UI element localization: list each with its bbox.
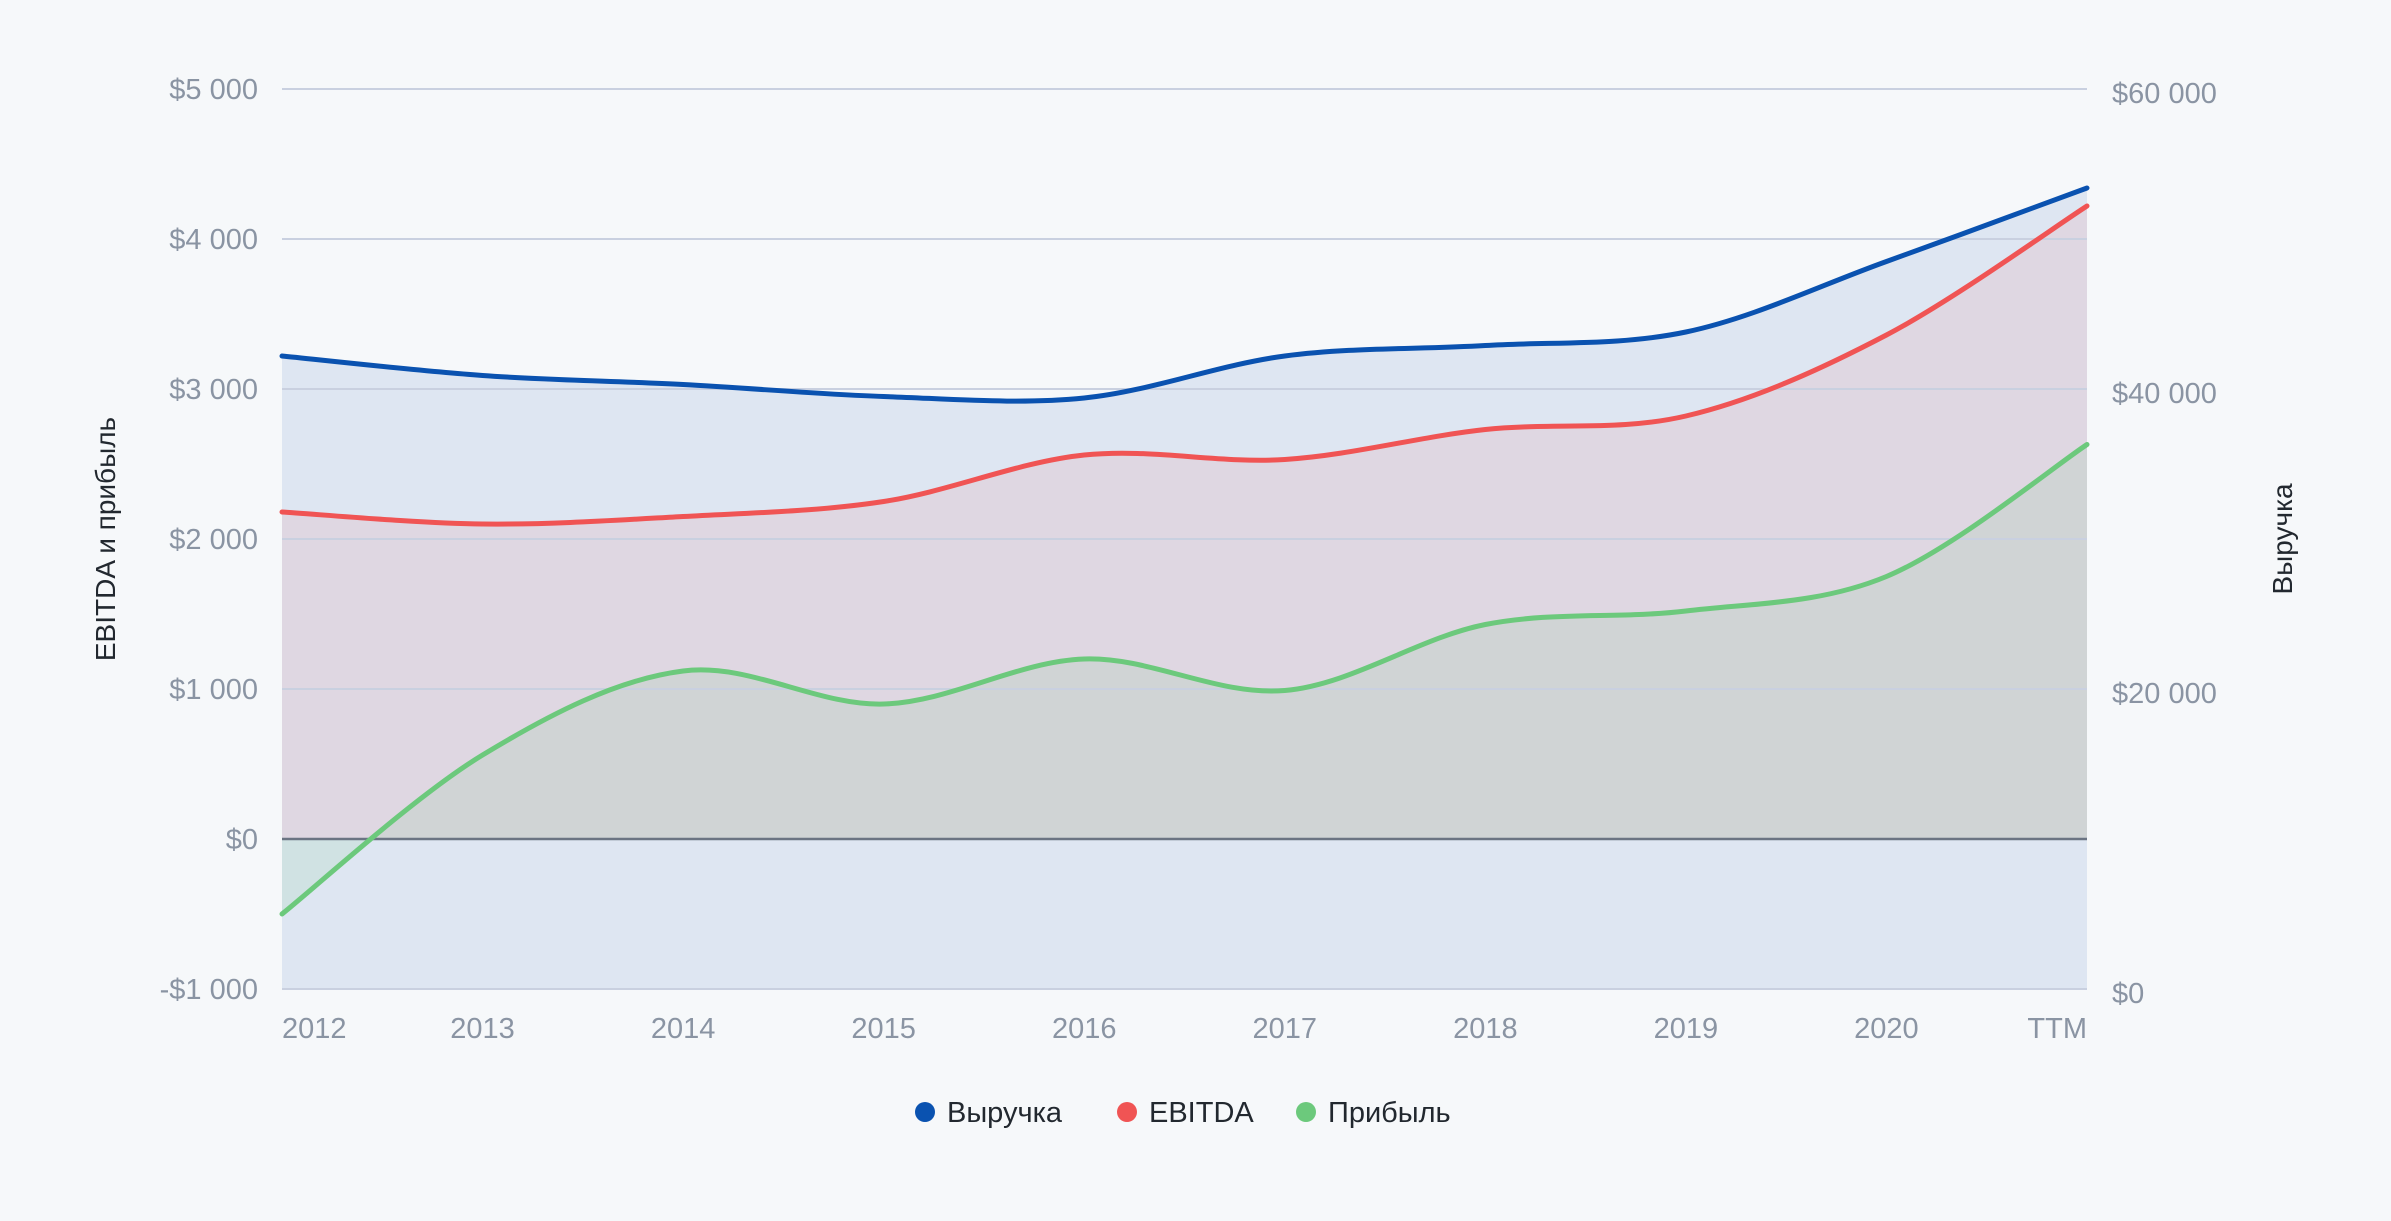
left-tick-label: $5 000: [169, 74, 258, 106]
left-axis-title: EBITDA и прибыль: [90, 417, 121, 661]
left-tick-label: $1 000: [169, 674, 258, 706]
x-tick-label: 2012: [282, 1013, 347, 1045]
left-tick-label: -$1 000: [160, 974, 258, 1006]
left-tick-label: $0: [226, 824, 258, 856]
x-tick-label: 2016: [1052, 1013, 1117, 1045]
legend-label: Прибыль: [1328, 1097, 1451, 1129]
right-tick-label: $40 000: [2112, 378, 2217, 410]
x-tick-label: 2020: [1854, 1013, 1919, 1045]
series-line-EBITDA: [279, 203, 2090, 527]
x-tick-label: 2014: [651, 1013, 716, 1045]
series-line-Прибыль: [279, 442, 2090, 917]
left-tick-label: $4 000: [169, 224, 258, 256]
legend-marker: [915, 1102, 935, 1122]
area-fill-Прибыль: [282, 444, 2087, 914]
x-tick-label: 2013: [450, 1013, 515, 1045]
x-tick-label: 2019: [1654, 1013, 1719, 1045]
right-axis-title: Выручка: [2267, 483, 2298, 595]
left-axis-ticks: -$1 000 $0 $1 000 $2 000 $3 000 $4 000 $5 000: [160, 74, 258, 1006]
x-tick-label: 2017: [1253, 1013, 1318, 1045]
series-lines: [279, 185, 2090, 917]
area-fill-EBITDA: [282, 206, 2087, 839]
x-tick-label: 2015: [851, 1013, 916, 1045]
left-tick-label: $2 000: [169, 524, 258, 556]
left-tick-label: $3 000: [169, 374, 258, 406]
right-tick-label: $0: [2112, 978, 2144, 1010]
legend-marker: [1296, 1102, 1316, 1122]
right-axis-ticks: $0 $20 000 $40 000 $60 000: [2112, 78, 2217, 1010]
x-tick-label: 2018: [1453, 1013, 1518, 1045]
legend-label: Выручка: [947, 1097, 1063, 1129]
legend-label: EBITDA: [1149, 1097, 1254, 1129]
x-tick-label: TTM: [2027, 1013, 2087, 1045]
gridlines: [282, 88, 2087, 990]
legend-marker: [1117, 1102, 1137, 1122]
legend: Выручка EBITDA Прибыль: [915, 1097, 1451, 1129]
right-tick-label: $20 000: [2112, 678, 2217, 710]
right-tick-label: $60 000: [2112, 78, 2217, 110]
x-axis-ticks: 2012 2013 2014 2015 2016 2017 2018 2019 2020 TTM: [282, 1013, 2087, 1045]
area-fills: [282, 188, 2087, 989]
series-line-Выручка: [279, 185, 2090, 404]
